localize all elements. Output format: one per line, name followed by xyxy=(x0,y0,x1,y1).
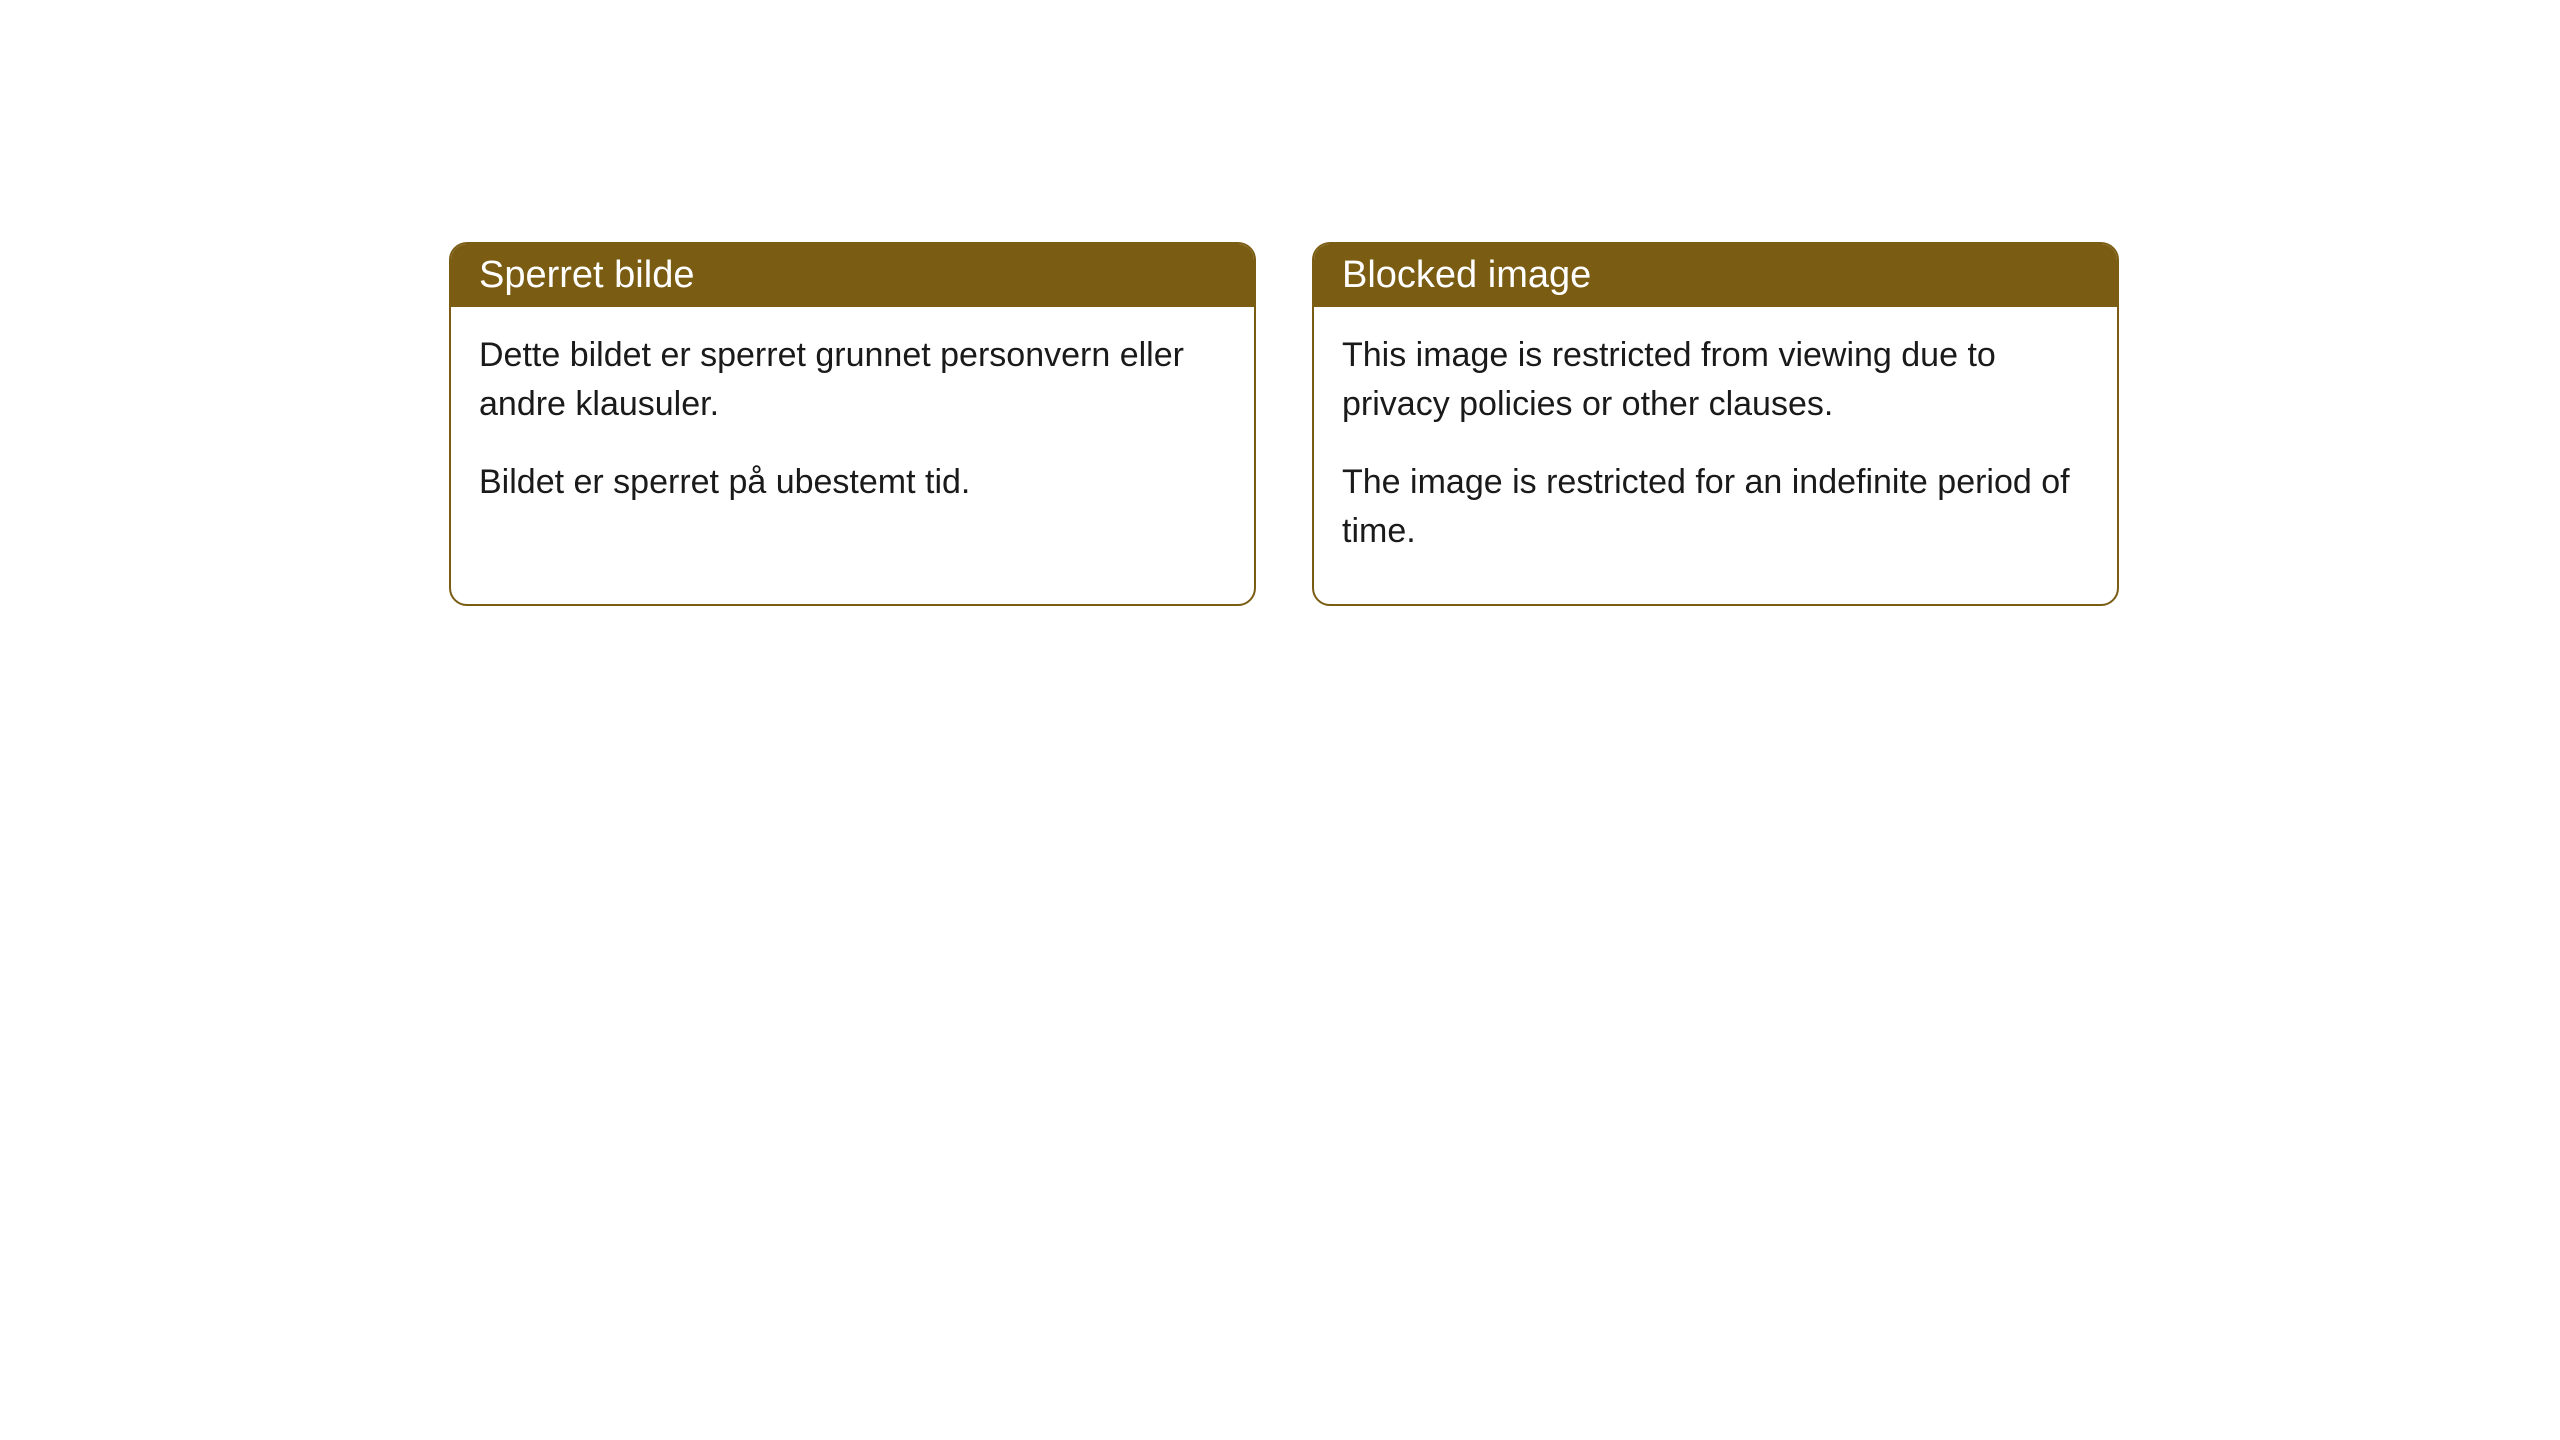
card-paragraph: Bildet er sperret på ubestemt tid. xyxy=(479,458,1226,507)
card-title: Blocked image xyxy=(1342,254,1591,296)
card-title: Sperret bilde xyxy=(479,254,694,296)
notice-card-english: Blocked image This image is restricted f… xyxy=(1312,242,2119,606)
card-body: This image is restricted from viewing du… xyxy=(1314,307,2117,604)
card-header: Blocked image xyxy=(1314,244,2117,307)
card-paragraph: The image is restricted for an indefinit… xyxy=(1342,458,2089,557)
card-header: Sperret bilde xyxy=(451,244,1254,307)
card-paragraph: Dette bildet er sperret grunnet personve… xyxy=(479,331,1226,430)
notice-card-norwegian: Sperret bilde Dette bildet er sperret gr… xyxy=(449,242,1256,606)
card-paragraph: This image is restricted from viewing du… xyxy=(1342,331,2089,430)
notice-container: Sperret bilde Dette bildet er sperret gr… xyxy=(449,242,2119,606)
card-body: Dette bildet er sperret grunnet personve… xyxy=(451,307,1254,555)
